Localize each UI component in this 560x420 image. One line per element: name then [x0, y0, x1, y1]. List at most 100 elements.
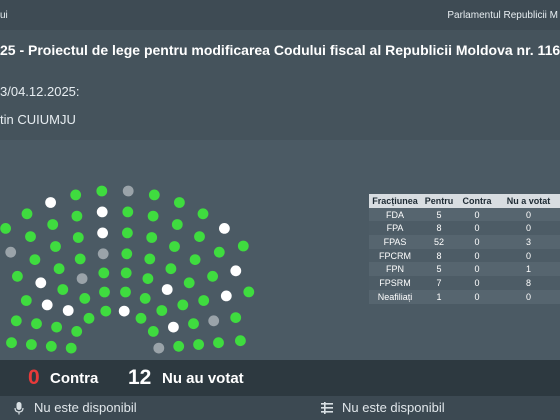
seat-for — [6, 337, 17, 349]
footer-right-status-text: Nu este disponibil — [342, 400, 445, 415]
seat-for — [99, 286, 110, 298]
seat-for — [144, 253, 156, 265]
list-icon — [321, 401, 333, 414]
table-row: Neafiliați 1 0 0 — [369, 289, 560, 304]
bill-author: tin CUIUMJU — [0, 112, 76, 127]
seat-for — [156, 305, 168, 316]
seat-for — [21, 208, 33, 220]
seat-not-voted — [219, 223, 230, 234]
seat-for — [213, 337, 224, 349]
seat-for — [47, 219, 59, 230]
seat-for — [121, 248, 133, 260]
not-voted-count: 0 — [525, 223, 531, 234]
footer: Nu este disponibil Nu este disponibil — [0, 396, 560, 420]
seat-not-voted — [96, 206, 108, 218]
top-bar-left-text: ui — [0, 10, 8, 21]
seat-for — [171, 219, 183, 230]
seat-for — [25, 231, 36, 242]
seat-for — [50, 241, 61, 252]
seat-absent — [122, 185, 134, 197]
seat-for — [120, 267, 132, 279]
seat-for — [51, 321, 62, 333]
contra-label: Contra — [50, 370, 99, 387]
not-voted-count: 0 — [525, 209, 531, 220]
vote-date: 3/04.12.2025: — [0, 84, 80, 99]
faction-name: FPCRM — [379, 250, 411, 261]
seat-for — [45, 340, 57, 352]
for-count: 7 — [436, 277, 442, 288]
seat-for — [26, 339, 37, 350]
table-row: FDA 5 0 0 — [369, 207, 560, 222]
table-row: FPSRM 7 0 8 — [369, 276, 560, 290]
seat-absent — [76, 273, 88, 284]
top-bar: ui Parlamentul Republicii M — [0, 0, 560, 30]
contra-total: 0 — [28, 366, 40, 389]
seat-for — [53, 263, 65, 275]
for-count: 5 — [436, 264, 442, 275]
microphone-icon — [14, 401, 24, 414]
header: 25 - Proiectul de lege pentru modificare… — [0, 30, 560, 140]
faction-results-table: Fracțiunea Pentru Contra Nu a votat FDA … — [369, 194, 560, 304]
seat-not-voted — [45, 197, 56, 208]
seat-absent — [153, 342, 165, 354]
seat-for — [188, 318, 199, 330]
seat-for — [147, 326, 159, 337]
seat-not-voted — [97, 227, 108, 239]
table-row: FPAS 52 0 3 — [369, 235, 560, 249]
not-voted-total: 12 — [128, 366, 152, 389]
seat-for — [173, 340, 185, 352]
seat-for — [98, 267, 110, 279]
seat-for — [237, 240, 249, 252]
seat-not-voted — [168, 321, 179, 333]
col-not-voted-header: Nu a votat — [506, 195, 551, 206]
seat-for — [207, 270, 219, 282]
vote-summary-bar: 0 Contra 12 Nu au votat — [0, 360, 560, 396]
faction-name: FPAS — [383, 236, 407, 247]
faction-name: FPN — [386, 264, 404, 275]
seat-for — [169, 241, 180, 252]
seat-for — [57, 284, 69, 295]
faction-name: FPSRM — [379, 277, 411, 288]
seat-for — [189, 254, 201, 265]
seat-for — [70, 189, 82, 201]
seat-for — [198, 295, 210, 306]
footer-left-status-text: Nu este disponibil — [34, 400, 137, 415]
seat-for — [96, 185, 108, 197]
hemicycle-seat-map — [0, 185, 255, 354]
not-voted-count: 3 — [525, 236, 531, 247]
footer-left-status: Nu este disponibil — [12, 400, 137, 415]
seat-for — [12, 270, 23, 282]
seat-not-voted — [35, 277, 47, 289]
seat-for — [120, 286, 131, 298]
seat-for — [122, 227, 133, 239]
seat-for — [139, 293, 151, 304]
parliament-name: Parlamentul Republicii M — [447, 10, 558, 21]
for-count: 8 — [436, 250, 442, 261]
seat-absent — [5, 246, 17, 258]
table-row: FPCRM 8 0 0 — [369, 248, 560, 263]
seat-for — [29, 254, 41, 265]
seat-for — [71, 326, 83, 337]
seat-absent — [97, 248, 109, 260]
seat-for — [235, 335, 246, 347]
seat-for — [83, 312, 95, 324]
seat-for — [243, 286, 255, 298]
faction-name: FPA — [386, 223, 404, 234]
seat-not-voted — [161, 284, 173, 295]
for-count: 5 — [436, 209, 442, 220]
seat-for — [31, 318, 42, 330]
not-voted-count: 8 — [525, 277, 531, 288]
for-count: 52 — [433, 236, 444, 247]
seat-not-voted — [118, 305, 130, 317]
seat-for — [79, 293, 91, 304]
seat-not-voted — [41, 299, 53, 311]
seat-for — [197, 208, 209, 220]
seat-for — [230, 312, 242, 323]
against-count: 0 — [474, 209, 480, 220]
col-against-header: Contra — [462, 195, 492, 206]
seat-for — [122, 206, 134, 218]
seat-for — [10, 315, 22, 327]
not-voted-label: Nu au votat — [162, 370, 244, 387]
seat-absent — [208, 315, 220, 327]
seat-for — [146, 232, 158, 243]
